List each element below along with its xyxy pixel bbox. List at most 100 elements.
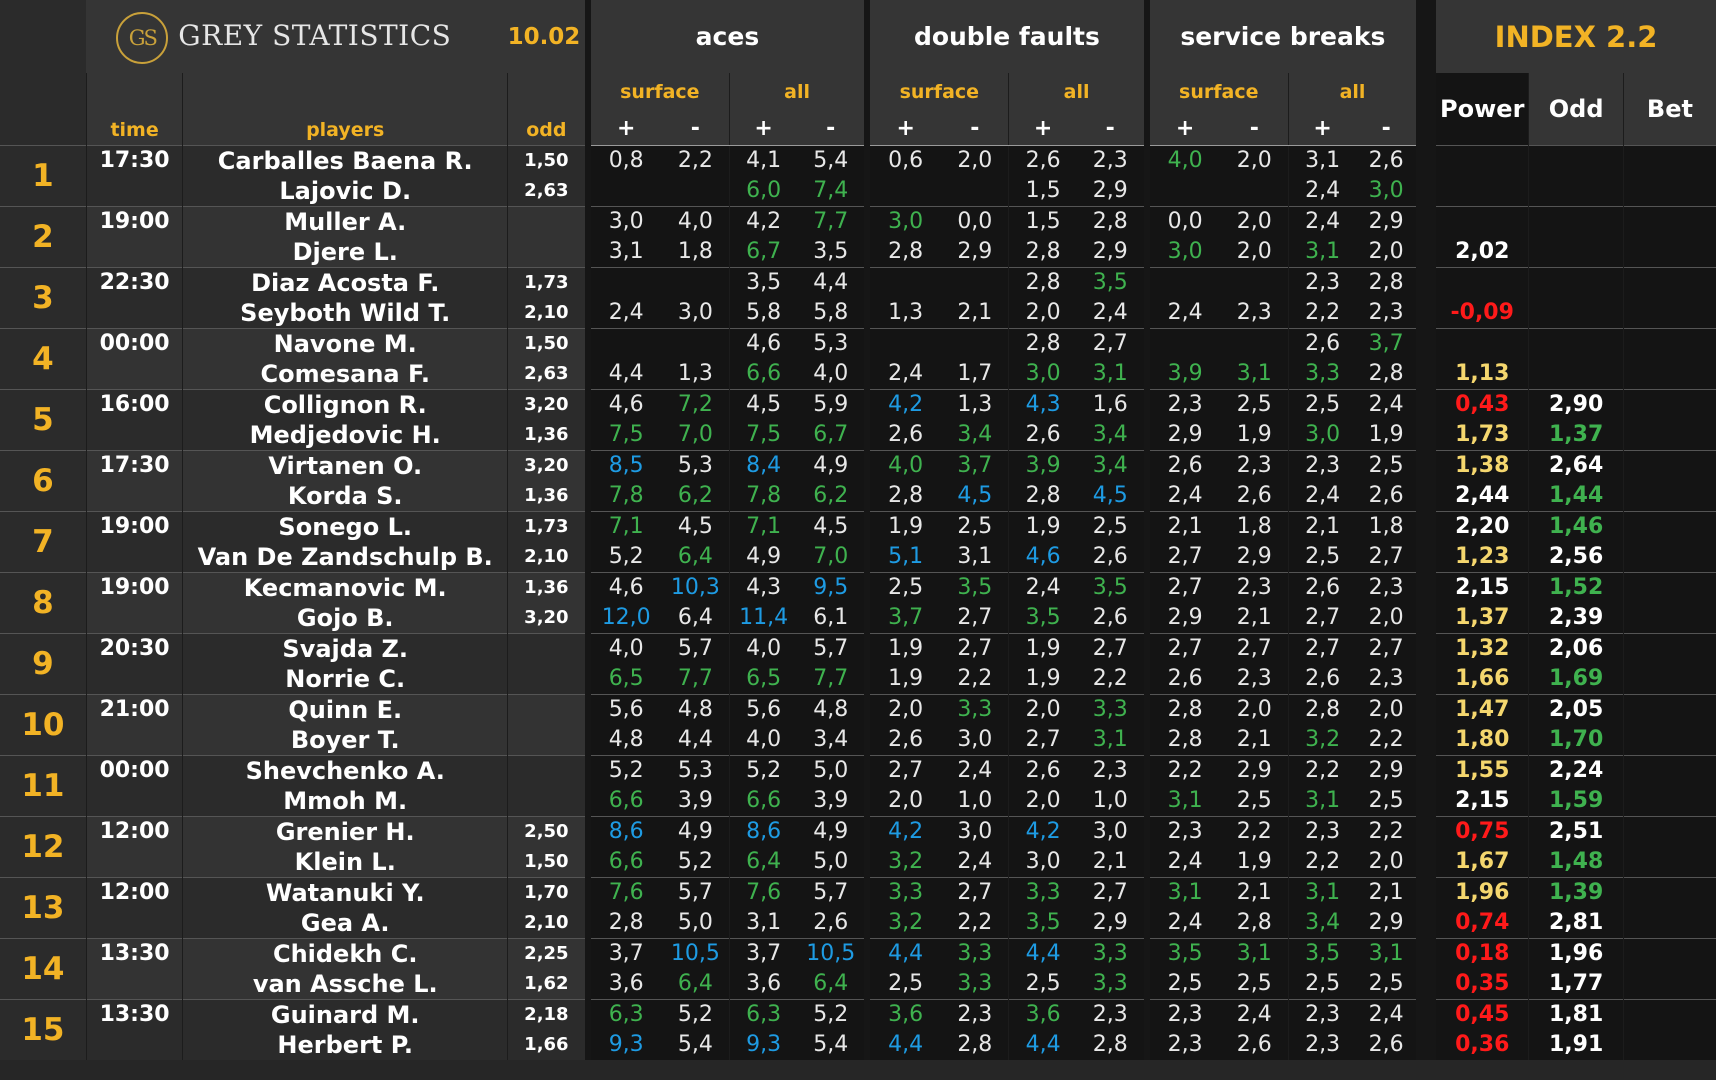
df-value: 2,9 — [1076, 237, 1147, 268]
bet-cell[interactable] — [1622, 969, 1716, 1000]
sb-value: 2,8 — [1143, 725, 1221, 756]
df-value — [864, 328, 942, 359]
aces-value: 2,2 — [661, 145, 730, 176]
player-name: Korda S. — [182, 481, 508, 512]
bet-cell[interactable] — [1622, 328, 1716, 359]
sb-all-header: all — [1287, 73, 1427, 111]
sb-value: 0,0 — [1143, 206, 1221, 237]
bet-cell[interactable] — [1622, 603, 1716, 634]
df-value: 2,8 — [1008, 481, 1077, 512]
sb-value — [1143, 267, 1221, 298]
sb-value: 3,9 — [1143, 359, 1221, 390]
df-value: 4,4 — [864, 938, 942, 969]
bet-cell[interactable] — [1622, 389, 1716, 420]
bet-cell[interactable] — [1622, 450, 1716, 481]
aces-value: 5,8 — [728, 298, 798, 329]
bet-cell[interactable] — [1622, 572, 1716, 603]
bet-cell[interactable] — [1622, 755, 1716, 786]
power-value: -0,09 — [1416, 298, 1529, 329]
bet-cell[interactable] — [1622, 664, 1716, 695]
bet-cell[interactable] — [1622, 237, 1716, 268]
index-odd-value: 1,52 — [1528, 572, 1624, 603]
aces-value: 10,3 — [661, 572, 730, 603]
aces-value: 4,0 — [728, 633, 798, 664]
sb-value: 2,3 — [1356, 572, 1427, 603]
player-name: Grenier H. — [182, 816, 508, 847]
aces-value: 6,3 — [584, 999, 662, 1030]
df-value: 2,0 — [941, 145, 1009, 176]
aces-value — [661, 328, 730, 359]
bet-cell[interactable] — [1622, 847, 1716, 878]
df-value: 3,4 — [1076, 420, 1147, 451]
bet-cell[interactable] — [1622, 786, 1716, 817]
player-odd: 3,20 — [507, 389, 588, 420]
bet-cell[interactable] — [1622, 206, 1716, 237]
df-value: 3,4 — [941, 420, 1009, 451]
aces-value: 5,3 — [661, 450, 730, 481]
aces-value: 7,1 — [728, 511, 798, 542]
bet-cell[interactable] — [1622, 267, 1716, 298]
player-odd: 3,20 — [507, 603, 588, 634]
sb-value: 2,6 — [1287, 328, 1357, 359]
aces-value: 2,6 — [797, 908, 868, 939]
match-number: 13 — [0, 877, 87, 939]
power-value: 1,66 — [1416, 664, 1529, 695]
df-value: 3,1 — [941, 542, 1009, 573]
player-odd — [507, 633, 588, 664]
bet-cell[interactable] — [1622, 908, 1716, 939]
bet-cell[interactable] — [1622, 725, 1716, 756]
bet-cell[interactable] — [1622, 481, 1716, 512]
aces-value: 4,0 — [661, 206, 730, 237]
index-odd-value: 1,81 — [1528, 999, 1624, 1030]
df-value: 2,5 — [1008, 969, 1077, 1000]
table-row: Lajovic D. 2,63 6,0 7,4 1,5 2,9 2,4 3,0 — [0, 176, 1716, 207]
sb-value: 2,0 — [1220, 145, 1289, 176]
bet-cell[interactable] — [1622, 633, 1716, 664]
sb-value: 2,3 — [1143, 389, 1221, 420]
power-header: Power — [1416, 73, 1529, 146]
aces-value: 9,3 — [584, 1030, 662, 1060]
bet-cell[interactable] — [1622, 938, 1716, 969]
sb-value: 2,5 — [1356, 786, 1427, 817]
df-value: 2,3 — [1076, 145, 1147, 176]
df-value: 3,0 — [864, 206, 942, 237]
power-value: 1,13 — [1416, 359, 1529, 390]
df-value: 2,1 — [1076, 847, 1147, 878]
aces-value: 4,4 — [584, 359, 662, 390]
bet-cell[interactable] — [1622, 359, 1716, 390]
sb-value: 2,6 — [1143, 450, 1221, 481]
aces-value: 6,4 — [661, 603, 730, 634]
df-value: 1,3 — [941, 389, 1009, 420]
bet-cell[interactable] — [1622, 1030, 1716, 1060]
aces-value: 5,3 — [797, 328, 868, 359]
aces-value: 5,6 — [728, 694, 798, 725]
gs-logo-icon: GS — [116, 12, 169, 64]
sb-value: 2,5 — [1287, 542, 1357, 573]
aces-value: 4,8 — [797, 694, 868, 725]
match-time: 19:00 — [85, 572, 183, 634]
bet-cell[interactable] — [1622, 298, 1716, 329]
bet-cell[interactable] — [1622, 511, 1716, 542]
sb-value: 4,0 — [1143, 145, 1221, 176]
bet-cell[interactable] — [1622, 816, 1716, 847]
df-value: 4,3 — [1008, 389, 1077, 420]
bet-cell[interactable] — [1622, 999, 1716, 1030]
df-value: 2,5 — [941, 511, 1009, 542]
table-row: 8 19:00 Kecmanovic M. 1,36 4,6 10,3 4,3 9,5 2,5 3… — [0, 572, 1716, 634]
bet-cell[interactable] — [1622, 694, 1716, 725]
index-odd-value: 2,81 — [1528, 908, 1624, 939]
match-time: 17:30 — [85, 145, 183, 207]
match-number: 4 — [0, 328, 87, 390]
bet-cell[interactable] — [1622, 176, 1716, 207]
df-value: 2,1 — [941, 298, 1009, 329]
match-time: 22:30 — [85, 267, 183, 329]
bet-cell[interactable] — [1622, 542, 1716, 573]
aces-value: 5,0 — [797, 847, 868, 878]
sb-value: 2,4 — [1143, 481, 1221, 512]
bet-cell[interactable] — [1622, 145, 1716, 176]
sb-value: 3,1 — [1287, 145, 1357, 176]
bet-cell[interactable] — [1622, 420, 1716, 451]
sb-value: 2,5 — [1220, 389, 1289, 420]
aces-value: 5,7 — [661, 633, 730, 664]
bet-cell[interactable] — [1622, 877, 1716, 908]
